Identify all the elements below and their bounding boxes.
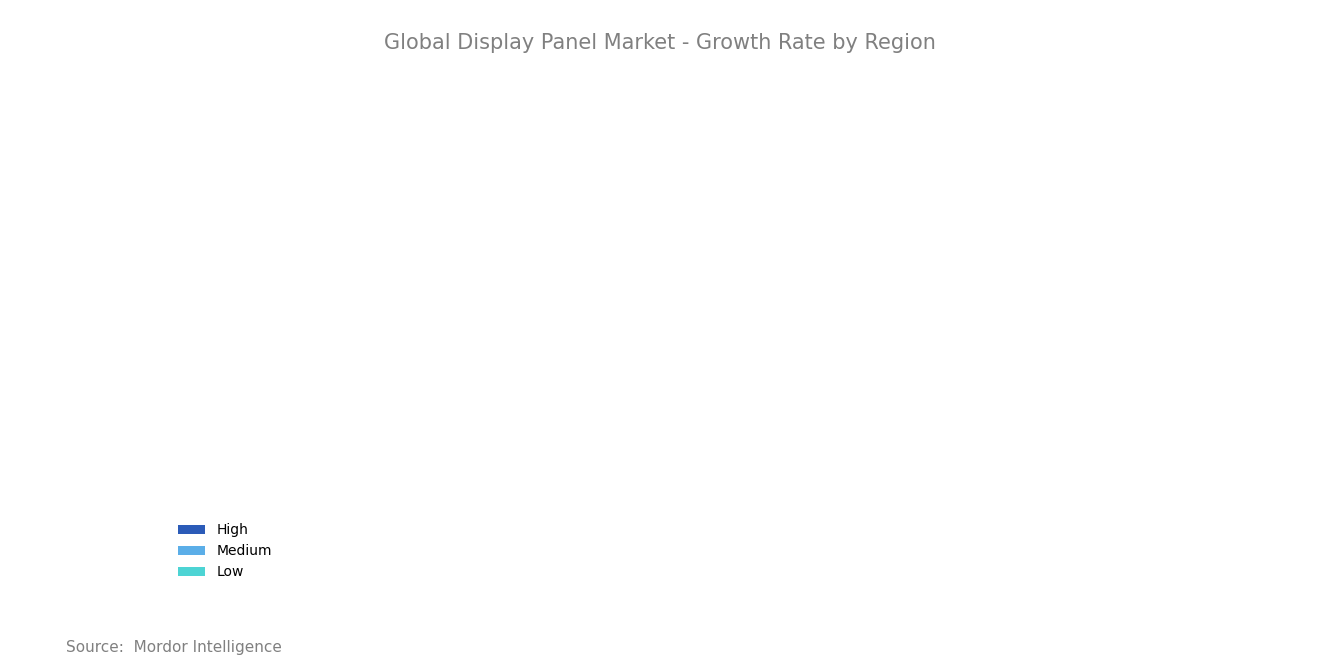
Text: Global Display Panel Market - Growth Rate by Region: Global Display Panel Market - Growth Rat… <box>384 33 936 53</box>
Text: Source:  Mordor Intelligence: Source: Mordor Intelligence <box>66 640 282 655</box>
Legend: High, Medium, Low: High, Medium, Low <box>172 518 277 585</box>
